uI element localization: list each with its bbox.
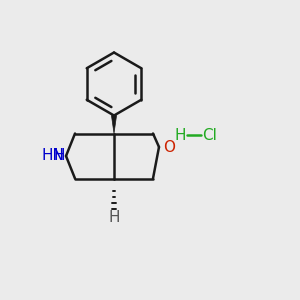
Text: H: H xyxy=(108,210,120,225)
Text: H: H xyxy=(53,148,64,164)
Text: Cl: Cl xyxy=(202,128,217,142)
Polygon shape xyxy=(112,116,116,134)
Text: HN: HN xyxy=(42,148,64,164)
Text: H: H xyxy=(175,128,186,142)
Text: O: O xyxy=(164,140,175,154)
